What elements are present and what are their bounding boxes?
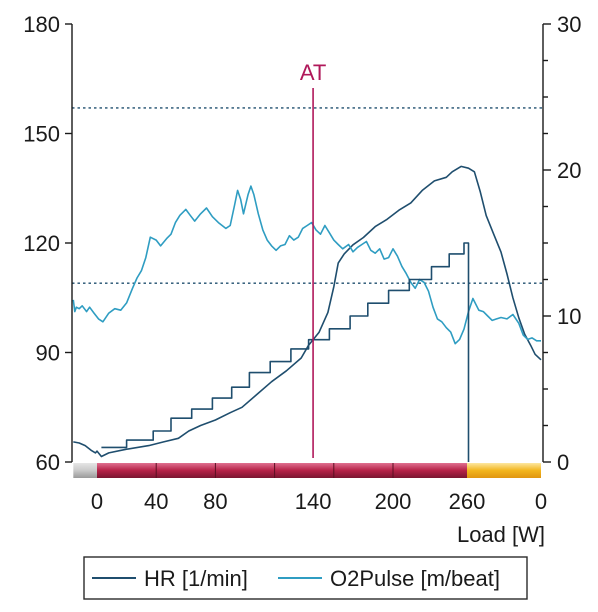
y-left-tick-label-60: 60 bbox=[36, 450, 60, 475]
annotation-group: AT bbox=[300, 60, 326, 458]
x-tick-label-5: 260 bbox=[449, 489, 486, 514]
legend-label-hr: HR [1/min] bbox=[144, 566, 248, 591]
anaerobic-threshold-label: AT bbox=[300, 60, 326, 85]
axes-group: 60 90 120 150 180 0 10 20 30 0 40 80 140 200 260 0 bbox=[23, 12, 581, 514]
legend-label-o2pulse: O2Pulse [m/beat] bbox=[330, 566, 500, 591]
y-right-tick-label-0: 0 bbox=[557, 450, 569, 475]
phase-segment-exercise bbox=[97, 463, 467, 478]
phase-bar-group bbox=[73, 463, 541, 478]
reference-lines bbox=[72, 107, 543, 284]
phase-segment-rest bbox=[73, 463, 97, 478]
y-right-tick-label-10: 10 bbox=[557, 304, 581, 329]
hr-step-line bbox=[101, 242, 470, 462]
y-left-tick-label-180: 180 bbox=[23, 12, 60, 37]
y-left-tick-label-120: 120 bbox=[23, 231, 60, 256]
x-tick-label-1: 40 bbox=[144, 489, 168, 514]
hr-line bbox=[73, 165, 542, 458]
legend: HR [1/min] O2Pulse [m/beat] bbox=[83, 556, 528, 600]
y-left-tick-label-90: 90 bbox=[36, 341, 60, 366]
x-tick-label-4: 200 bbox=[375, 489, 412, 514]
phase-segment-recovery bbox=[467, 463, 541, 478]
x-axis-title: Load [W] bbox=[457, 522, 545, 547]
x-tick-label-3: 140 bbox=[295, 489, 332, 514]
o2pulse-line bbox=[72, 185, 541, 345]
y-left-tick-label-150: 150 bbox=[23, 122, 60, 147]
x-tick-label-6: 0 bbox=[535, 489, 547, 514]
y-right-tick-label-20: 20 bbox=[557, 158, 581, 183]
x-tick-label-2: 80 bbox=[203, 489, 227, 514]
plot-area bbox=[72, 165, 542, 462]
y-right-tick-label-30: 30 bbox=[557, 12, 581, 37]
x-tick-label-0: 0 bbox=[91, 489, 103, 514]
